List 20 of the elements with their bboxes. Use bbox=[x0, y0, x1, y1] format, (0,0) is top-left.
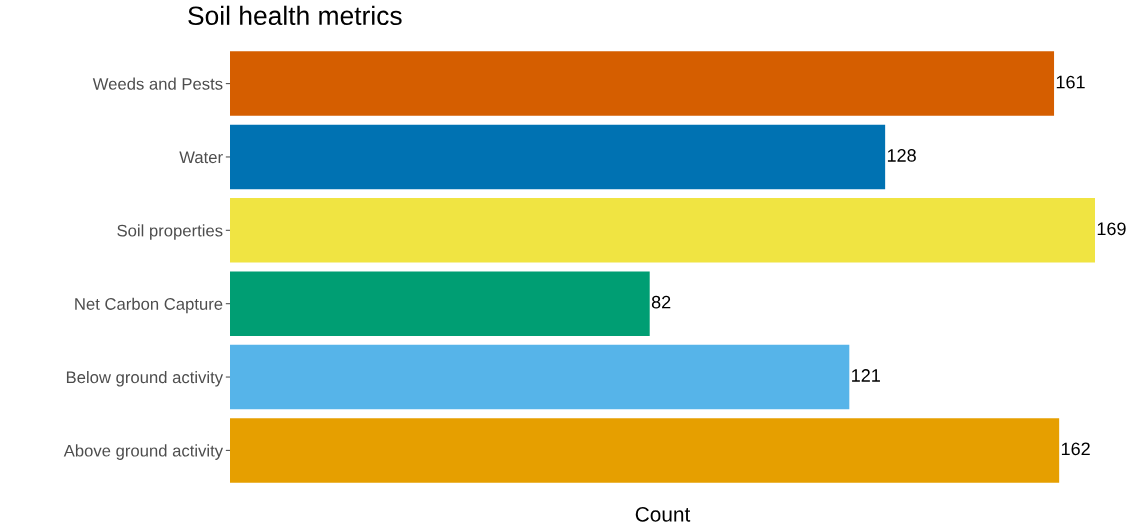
y-tick-label: Water bbox=[179, 151, 223, 164]
data-label: 82 bbox=[651, 295, 671, 309]
y-tick-label: Soil properties bbox=[117, 224, 223, 240]
data-label: 169 bbox=[1097, 222, 1126, 236]
y-tick-label: Below ground activity bbox=[66, 371, 224, 387]
data-label: 162 bbox=[1061, 442, 1090, 456]
bar bbox=[230, 344, 850, 410]
y-tick-label: Above ground activity bbox=[63, 444, 224, 460]
y-tick-label: Net Carbon Capture bbox=[75, 297, 223, 314]
bar bbox=[230, 198, 1095, 263]
bar bbox=[230, 51, 1055, 116]
bar bbox=[230, 271, 650, 336]
data-label: 161 bbox=[1056, 75, 1085, 89]
bar bbox=[230, 124, 886, 190]
y-tick-label: Weeds and Pests bbox=[92, 77, 223, 90]
chart-title: Soil health metrics bbox=[188, 5, 402, 26]
data-label: 121 bbox=[852, 369, 880, 382]
x-axis-title: Count bbox=[635, 506, 691, 522]
bar bbox=[230, 418, 1060, 483]
data-label: 128 bbox=[887, 149, 916, 162]
